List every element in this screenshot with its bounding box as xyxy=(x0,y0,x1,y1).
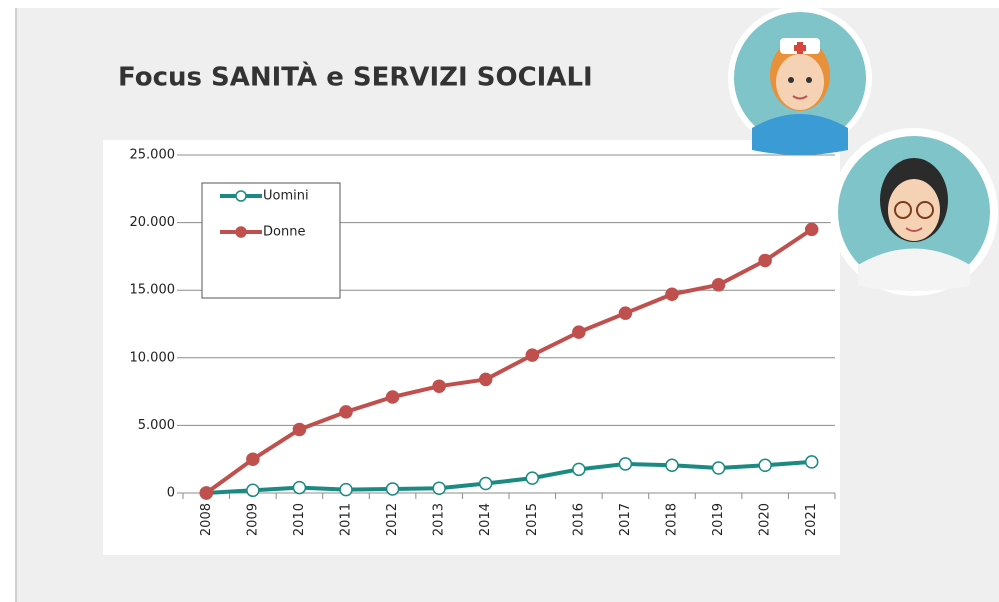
data-point xyxy=(246,483,260,498)
data-point xyxy=(339,405,353,419)
series-line xyxy=(205,227,813,495)
series-line xyxy=(206,459,812,495)
data-point xyxy=(804,455,819,469)
data-point xyxy=(711,461,726,475)
x-tick-label: 2011 xyxy=(339,503,354,536)
data-point xyxy=(665,458,679,473)
data-point xyxy=(432,379,446,393)
data-point xyxy=(572,462,586,477)
x-tick-label: 2019 xyxy=(711,503,726,536)
x-tick-label: 2016 xyxy=(571,503,586,536)
data-point xyxy=(525,348,540,362)
chart-title: Focus SANITÀ e SERVIZI SOCIALI xyxy=(118,61,593,93)
y-tick-label: 25.000 xyxy=(130,148,176,163)
x-tick-label: 2017 xyxy=(618,503,633,536)
legend-label: Uomini xyxy=(263,189,309,204)
data-point xyxy=(618,457,633,471)
doctor-avatar xyxy=(830,128,998,296)
data-point xyxy=(385,390,400,404)
data-point xyxy=(804,222,819,237)
x-tick-label: 2012 xyxy=(385,503,400,536)
data-point xyxy=(292,422,307,437)
x-tick-label: 2018 xyxy=(665,503,680,536)
data-point xyxy=(711,278,726,292)
x-tick-label: 2015 xyxy=(525,503,540,536)
data-point xyxy=(665,287,679,302)
data-point xyxy=(758,458,772,473)
data-point xyxy=(478,476,493,491)
x-tick-label: 2009 xyxy=(245,503,260,536)
data-point xyxy=(525,471,540,485)
legend-marker xyxy=(235,190,247,202)
y-tick-label: 15.000 xyxy=(130,283,176,298)
x-tick-label: 2008 xyxy=(199,503,214,536)
data-point xyxy=(199,486,214,500)
data-point xyxy=(385,482,400,496)
data-point xyxy=(758,253,772,268)
data-point xyxy=(618,306,633,320)
data-point xyxy=(292,480,307,495)
data-point xyxy=(432,481,446,496)
legend-label: Donne xyxy=(263,225,305,240)
legend-marker xyxy=(235,226,247,238)
x-tick-label: 2014 xyxy=(478,503,493,536)
x-tick-label: 2010 xyxy=(292,503,307,536)
x-tick-label: 2020 xyxy=(758,503,773,536)
y-tick-label: 5.000 xyxy=(138,418,175,433)
x-tick-label: 2013 xyxy=(432,503,447,536)
data-point xyxy=(478,372,493,387)
y-tick-label: 20.000 xyxy=(130,215,176,230)
data-point xyxy=(246,452,260,466)
legend-box xyxy=(201,182,341,299)
y-tick-label: 10.000 xyxy=(130,350,176,365)
x-tick-label: 2021 xyxy=(804,503,819,536)
nurse-avatar xyxy=(728,6,872,155)
data-point xyxy=(572,325,586,339)
data-point xyxy=(339,482,353,497)
y-tick-label: 0 xyxy=(167,486,175,501)
